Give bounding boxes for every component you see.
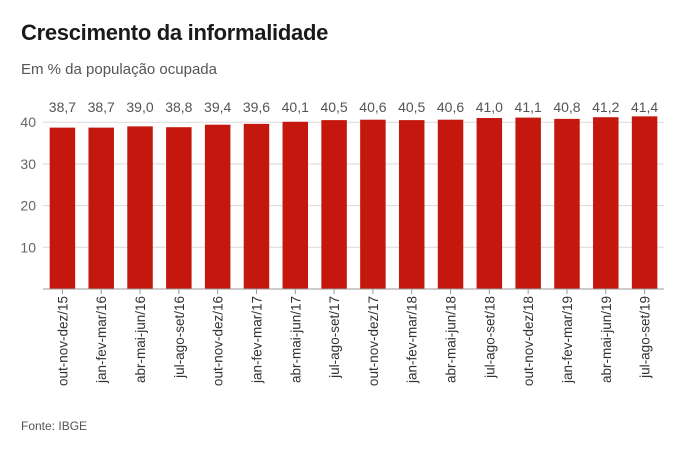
bar bbox=[49, 127, 76, 290]
data-label: 38,7 bbox=[49, 99, 76, 115]
bar bbox=[476, 118, 503, 289]
x-category-label: jul-ago-set/18 bbox=[482, 296, 497, 379]
data-label: 41,4 bbox=[631, 99, 658, 115]
data-label: 38,8 bbox=[165, 99, 192, 115]
data-label: 40,8 bbox=[553, 99, 580, 115]
x-category-label: out-nov-dez/17 bbox=[366, 296, 381, 386]
y-tick-label: 20 bbox=[20, 198, 36, 214]
x-category-label: abr-mai-jun/17 bbox=[288, 296, 303, 383]
data-label: 40,5 bbox=[320, 99, 347, 115]
bar bbox=[204, 124, 231, 289]
bar bbox=[515, 117, 541, 289]
bar bbox=[321, 120, 347, 290]
data-label: 41,0 bbox=[476, 99, 503, 115]
bar bbox=[554, 118, 580, 289]
x-category-label: jan-fev-mar/16 bbox=[94, 296, 109, 384]
x-category-label: jan-fev-mar/18 bbox=[405, 296, 420, 384]
x-category-label: jul-ago-set/19 bbox=[638, 296, 653, 379]
bar bbox=[282, 121, 309, 289]
x-category-label: jan-fev-mar/17 bbox=[249, 296, 264, 384]
data-label: 39,6 bbox=[243, 99, 270, 115]
x-category-label: out-nov-dez/15 bbox=[55, 296, 70, 386]
x-category-label: out-nov-dez/18 bbox=[521, 296, 536, 386]
chart-subtitle: Em % da população ocupada bbox=[21, 61, 217, 78]
data-label: 41,1 bbox=[515, 99, 542, 115]
x-category-label: abr-mai-jun/18 bbox=[444, 296, 459, 383]
data-label: 39,0 bbox=[126, 99, 153, 115]
y-tick-label: 10 bbox=[20, 239, 36, 255]
x-category-label: jul-ago-set/16 bbox=[172, 296, 187, 379]
data-label: 38,7 bbox=[88, 99, 115, 115]
x-category-label: abr-mai-jun/16 bbox=[133, 296, 148, 383]
bar bbox=[398, 120, 425, 290]
data-label: 40,6 bbox=[359, 99, 386, 115]
bar bbox=[127, 126, 153, 290]
x-category-label: jul-ago-set/17 bbox=[327, 296, 342, 379]
data-label: 40,6 bbox=[437, 99, 464, 115]
data-label: 40,5 bbox=[398, 99, 425, 115]
data-label: 39,4 bbox=[204, 99, 231, 115]
bar bbox=[593, 117, 619, 289]
x-category-label: out-nov-dez/16 bbox=[211, 296, 226, 386]
bar bbox=[166, 127, 192, 289]
bar bbox=[631, 116, 658, 289]
bar bbox=[88, 127, 114, 290]
data-label: 41,2 bbox=[592, 99, 619, 115]
bar bbox=[437, 119, 464, 289]
y-tick-label: 30 bbox=[20, 156, 36, 172]
x-category-label: abr-mai-jun/19 bbox=[599, 296, 614, 383]
x-category-label: jan-fev-mar/19 bbox=[560, 296, 575, 384]
bar bbox=[360, 119, 386, 289]
source-note: Fonte: IBGE bbox=[21, 419, 88, 433]
chart-title: Crescimento da informalidade bbox=[21, 20, 329, 45]
bar bbox=[243, 123, 270, 290]
y-tick-label: 40 bbox=[20, 114, 36, 130]
data-label: 40,1 bbox=[282, 99, 309, 115]
